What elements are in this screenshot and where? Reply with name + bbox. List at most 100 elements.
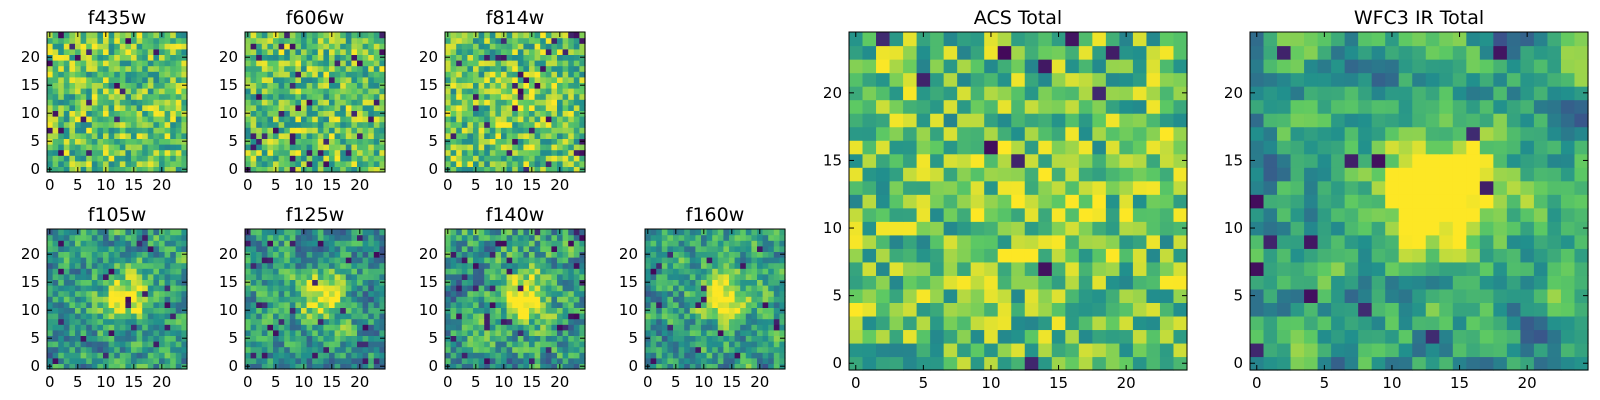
heatmap-cell <box>114 296 121 303</box>
heatmap-cell <box>512 37 519 44</box>
heatmap-cell <box>357 93 364 100</box>
heatmap-cell <box>562 301 569 308</box>
heatmap-cell <box>340 279 347 286</box>
heatmap-cell <box>175 110 182 117</box>
heatmap-cell <box>142 37 149 44</box>
heatmap-cell <box>745 313 752 320</box>
heatmap-cell <box>723 318 730 325</box>
heatmap-cell <box>1024 221 1039 236</box>
heatmap-cell <box>368 99 375 106</box>
heatmap-cell <box>489 110 496 117</box>
heatmap-cell <box>142 229 149 236</box>
heatmap-cell <box>301 48 308 55</box>
heatmap-cell <box>119 285 126 292</box>
heatmap-cell <box>379 60 386 67</box>
heatmap-cell <box>170 37 177 44</box>
heatmap-cell <box>147 144 154 151</box>
heatmap-cell <box>773 357 780 364</box>
heatmap-cell <box>345 43 352 50</box>
heatmap-cell <box>80 82 87 89</box>
heatmap-cell <box>529 110 536 117</box>
heatmap-cell <box>52 307 59 314</box>
heatmap-cell <box>317 318 324 325</box>
heatmap-cell <box>729 251 736 258</box>
heatmap-cell <box>545 48 552 55</box>
heatmap-cell <box>368 301 375 308</box>
heatmap-cell <box>645 257 652 264</box>
heatmap-cell <box>673 279 680 286</box>
heatmap-cell <box>456 93 463 100</box>
heatmap-cell <box>579 121 586 128</box>
heatmap-cell <box>91 144 98 151</box>
heatmap-cell <box>450 357 457 364</box>
heatmap-cell <box>301 116 308 123</box>
heatmap-cell <box>473 155 480 162</box>
heatmap-cell <box>119 99 126 106</box>
heatmap-cell <box>329 251 336 258</box>
heatmap-cell <box>97 363 104 370</box>
heatmap-cell <box>312 132 319 139</box>
heatmap-cell <box>712 257 719 264</box>
heatmap-cell <box>579 65 586 72</box>
heatmap-cell <box>495 149 502 156</box>
heatmap-cell <box>261 110 268 117</box>
heatmap-cell <box>573 296 580 303</box>
heatmap-cell <box>170 285 177 292</box>
heatmap-cell <box>103 121 110 128</box>
heatmap-cell <box>159 43 166 50</box>
heatmap-cell <box>717 313 724 320</box>
heatmap-cell <box>540 296 547 303</box>
heatmap-cell <box>534 155 541 162</box>
heatmap-cell <box>301 234 308 241</box>
heatmap-cell <box>467 318 474 325</box>
heatmap-cell <box>557 144 564 151</box>
heatmap-cell <box>489 257 496 264</box>
heatmap-cell <box>75 352 82 359</box>
heatmap-cell <box>751 245 758 252</box>
heatmap-cell <box>723 234 730 241</box>
heatmap-cell <box>368 104 375 111</box>
heatmap-cell <box>1173 261 1188 276</box>
heatmap-cell <box>136 352 143 359</box>
heatmap-cell <box>1159 248 1175 263</box>
heatmap-cell <box>484 93 491 100</box>
heatmap-cell <box>245 65 252 72</box>
heatmap-cell <box>323 234 330 241</box>
heatmap-cell <box>478 48 485 55</box>
heatmap-cell <box>136 279 143 286</box>
heatmap-cell <box>47 341 54 348</box>
heatmap-cell <box>579 352 586 359</box>
heatmap-cell <box>362 82 369 89</box>
heatmap-cell <box>295 296 302 303</box>
heatmap-cell <box>768 352 775 359</box>
heatmap-cell <box>517 43 524 50</box>
heatmap-cell <box>1105 207 1120 222</box>
heatmap-cell <box>568 273 575 280</box>
heatmap-cell <box>501 71 508 78</box>
heatmap-cell <box>312 160 319 167</box>
heatmap-cell <box>289 234 296 241</box>
heatmap-cell <box>1065 275 1080 290</box>
heatmap-cell <box>329 155 336 162</box>
heatmap-cell <box>306 279 313 286</box>
heatmap-cell <box>684 296 691 303</box>
heatmap-cell <box>656 301 663 308</box>
heatmap-cell <box>568 37 575 44</box>
heatmap-cell <box>334 245 341 252</box>
heatmap-cell <box>278 273 285 280</box>
heatmap-cell <box>1092 329 1107 344</box>
heatmap-cell <box>159 257 166 264</box>
heatmap-cell <box>142 160 149 167</box>
heatmap-cell <box>461 307 468 314</box>
heatmap-cell <box>484 268 491 275</box>
heatmap-cell <box>267 363 274 370</box>
heatmap-cell <box>517 229 524 236</box>
heatmap-cell <box>181 93 188 100</box>
heatmap-cell <box>175 324 182 331</box>
heatmap-cell <box>245 341 252 348</box>
heatmap-cell <box>278 116 285 123</box>
heatmap-cell <box>489 32 496 39</box>
heatmap-cell <box>69 313 76 320</box>
heatmap-cell <box>323 32 330 39</box>
heatmap-cell <box>943 356 958 371</box>
